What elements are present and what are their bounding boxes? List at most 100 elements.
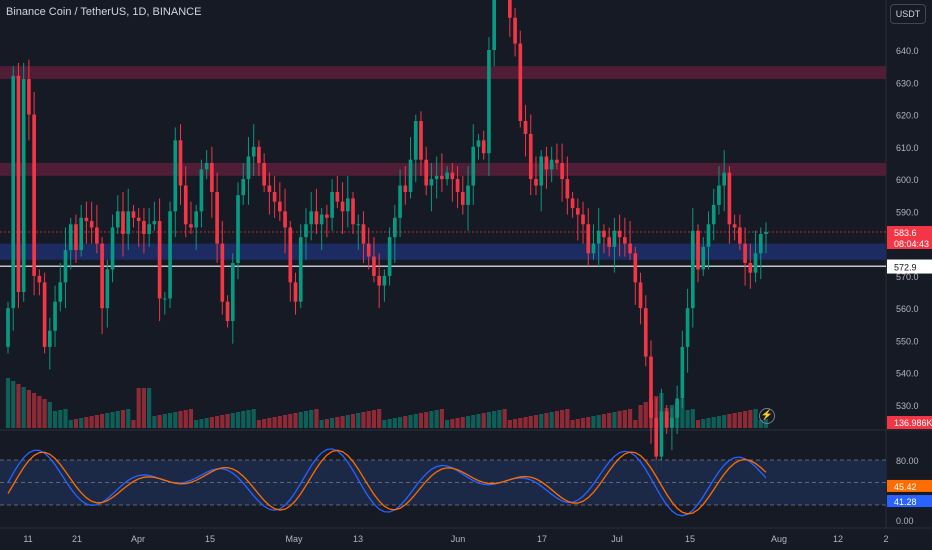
- volume-bar-85: [450, 419, 455, 428]
- stochastic-panel[interactable]: [0, 448, 886, 517]
- volume-bar-112: [591, 416, 596, 428]
- candle-body-51: [272, 191, 277, 202]
- candle-body-25: [136, 217, 141, 222]
- candle-body-12: [68, 224, 73, 251]
- price-tick-6: 570.0: [896, 272, 919, 282]
- candle-body-45: [241, 179, 246, 196]
- candle-body-4: [27, 79, 31, 115]
- time-label-1: 21: [72, 534, 82, 544]
- candle-body-38: [204, 162, 209, 170]
- candle-body-59: [314, 211, 319, 225]
- volume-bar-137: [722, 415, 727, 428]
- candle-body-75: [398, 185, 402, 218]
- volume-bar-60: [319, 420, 324, 428]
- candle-body-64: [340, 201, 345, 212]
- volume-bar-142: [748, 410, 753, 428]
- candlesticks[interactable]: [6, 0, 768, 476]
- volume-bar-18: [100, 414, 105, 428]
- candle-body-42: [225, 301, 230, 322]
- candle-body-119: [628, 243, 632, 254]
- candle-body-32: [173, 140, 178, 212]
- volume-bar-40: [215, 416, 220, 428]
- candle-body-35: [189, 224, 193, 228]
- candle-body-63: [335, 191, 340, 202]
- volume-bar-54: [288, 414, 293, 428]
- candle-body-131: [690, 230, 695, 309]
- price-axis-background: [886, 0, 932, 550]
- candle-body-61: [325, 214, 329, 218]
- candle-body-142: [748, 262, 753, 273]
- candle-body-124: [654, 417, 659, 457]
- zone-support-2: [0, 243, 886, 260]
- candle-body-134: [706, 224, 711, 247]
- stoch-d-line: [7, 449, 767, 515]
- candle-body-7: [42, 282, 47, 347]
- candle-body-111: [586, 224, 591, 254]
- candle-body-137: [722, 172, 727, 186]
- volume-bar-14: [79, 418, 84, 428]
- price-tick-9: 540.0: [896, 369, 919, 379]
- candle-body-136: [717, 185, 721, 205]
- volume-bar-82: [434, 410, 439, 428]
- candle-body-39: [210, 162, 214, 192]
- stoch-k-tag-text-0: 45.42: [894, 482, 917, 492]
- volume-bar-129: [680, 399, 685, 428]
- candle-body-73: [387, 237, 392, 276]
- candle-body-69: [366, 243, 371, 257]
- volume-bar-114: [601, 414, 607, 428]
- volume-bar-67: [356, 413, 361, 428]
- candle-body-46: [246, 156, 251, 180]
- volume-bar-32: [173, 412, 178, 428]
- candle-body-13: [74, 224, 78, 251]
- currency-button[interactable]: USDT: [890, 4, 926, 24]
- volume-bar-74: [392, 418, 397, 428]
- volume-bar-46: [246, 410, 251, 428]
- volume-bar-101: [533, 415, 539, 428]
- volume-bar-69: [366, 411, 371, 428]
- zone-resistance-1: [0, 162, 886, 176]
- candle-body-82: [434, 175, 439, 180]
- candle-body-0: [6, 308, 10, 347]
- volume-bar-88: [465, 416, 471, 428]
- candle-body-49: [262, 162, 266, 186]
- volume-bar-8: [47, 402, 52, 428]
- time-label-10: Aug: [771, 534, 787, 544]
- stoch-tick-0: 0.00: [896, 516, 914, 526]
- volume-bar-2: [16, 384, 21, 428]
- volume-bar-5: [32, 393, 37, 428]
- candle-body-47: [251, 146, 256, 157]
- volume-bar-19: [105, 413, 110, 428]
- volume-bar-106: [560, 410, 565, 428]
- volume-bar-12: [68, 420, 73, 428]
- volume-bar-115: [607, 413, 612, 428]
- volume-bar-84: [445, 420, 450, 428]
- candle-body-126: [664, 411, 669, 428]
- candle-body-28: [152, 221, 157, 225]
- volume-bar-62: [330, 418, 335, 428]
- volume-bar-116: [612, 412, 617, 428]
- candle-body-129: [680, 346, 685, 399]
- candle-body-100: [528, 133, 533, 180]
- volume-bar-110: [580, 418, 586, 428]
- flash-icon[interactable]: ⚡: [759, 408, 775, 424]
- candle-body-74: [393, 217, 397, 238]
- time-label-12: 2: [883, 534, 888, 544]
- candle-body-52: [278, 201, 282, 212]
- stoch-k-line: [7, 448, 767, 517]
- candle-body-127: [670, 417, 674, 428]
- price-tick-10: 530.0: [896, 401, 919, 411]
- volume-bar-97: [512, 419, 518, 428]
- time-label-6: Jun: [451, 534, 466, 544]
- volume-bar-132: [695, 420, 701, 428]
- volume-bar-68: [361, 412, 366, 428]
- volume-bar-108: [570, 420, 575, 428]
- candle-body-21: [115, 211, 120, 228]
- volume-bar-120: [633, 420, 638, 428]
- time-label-4: May: [285, 534, 303, 544]
- candle-body-79: [419, 120, 423, 160]
- volume-bar-38: [204, 418, 209, 428]
- candle-body-54: [288, 227, 293, 283]
- hline-tag-bg: [887, 259, 932, 274]
